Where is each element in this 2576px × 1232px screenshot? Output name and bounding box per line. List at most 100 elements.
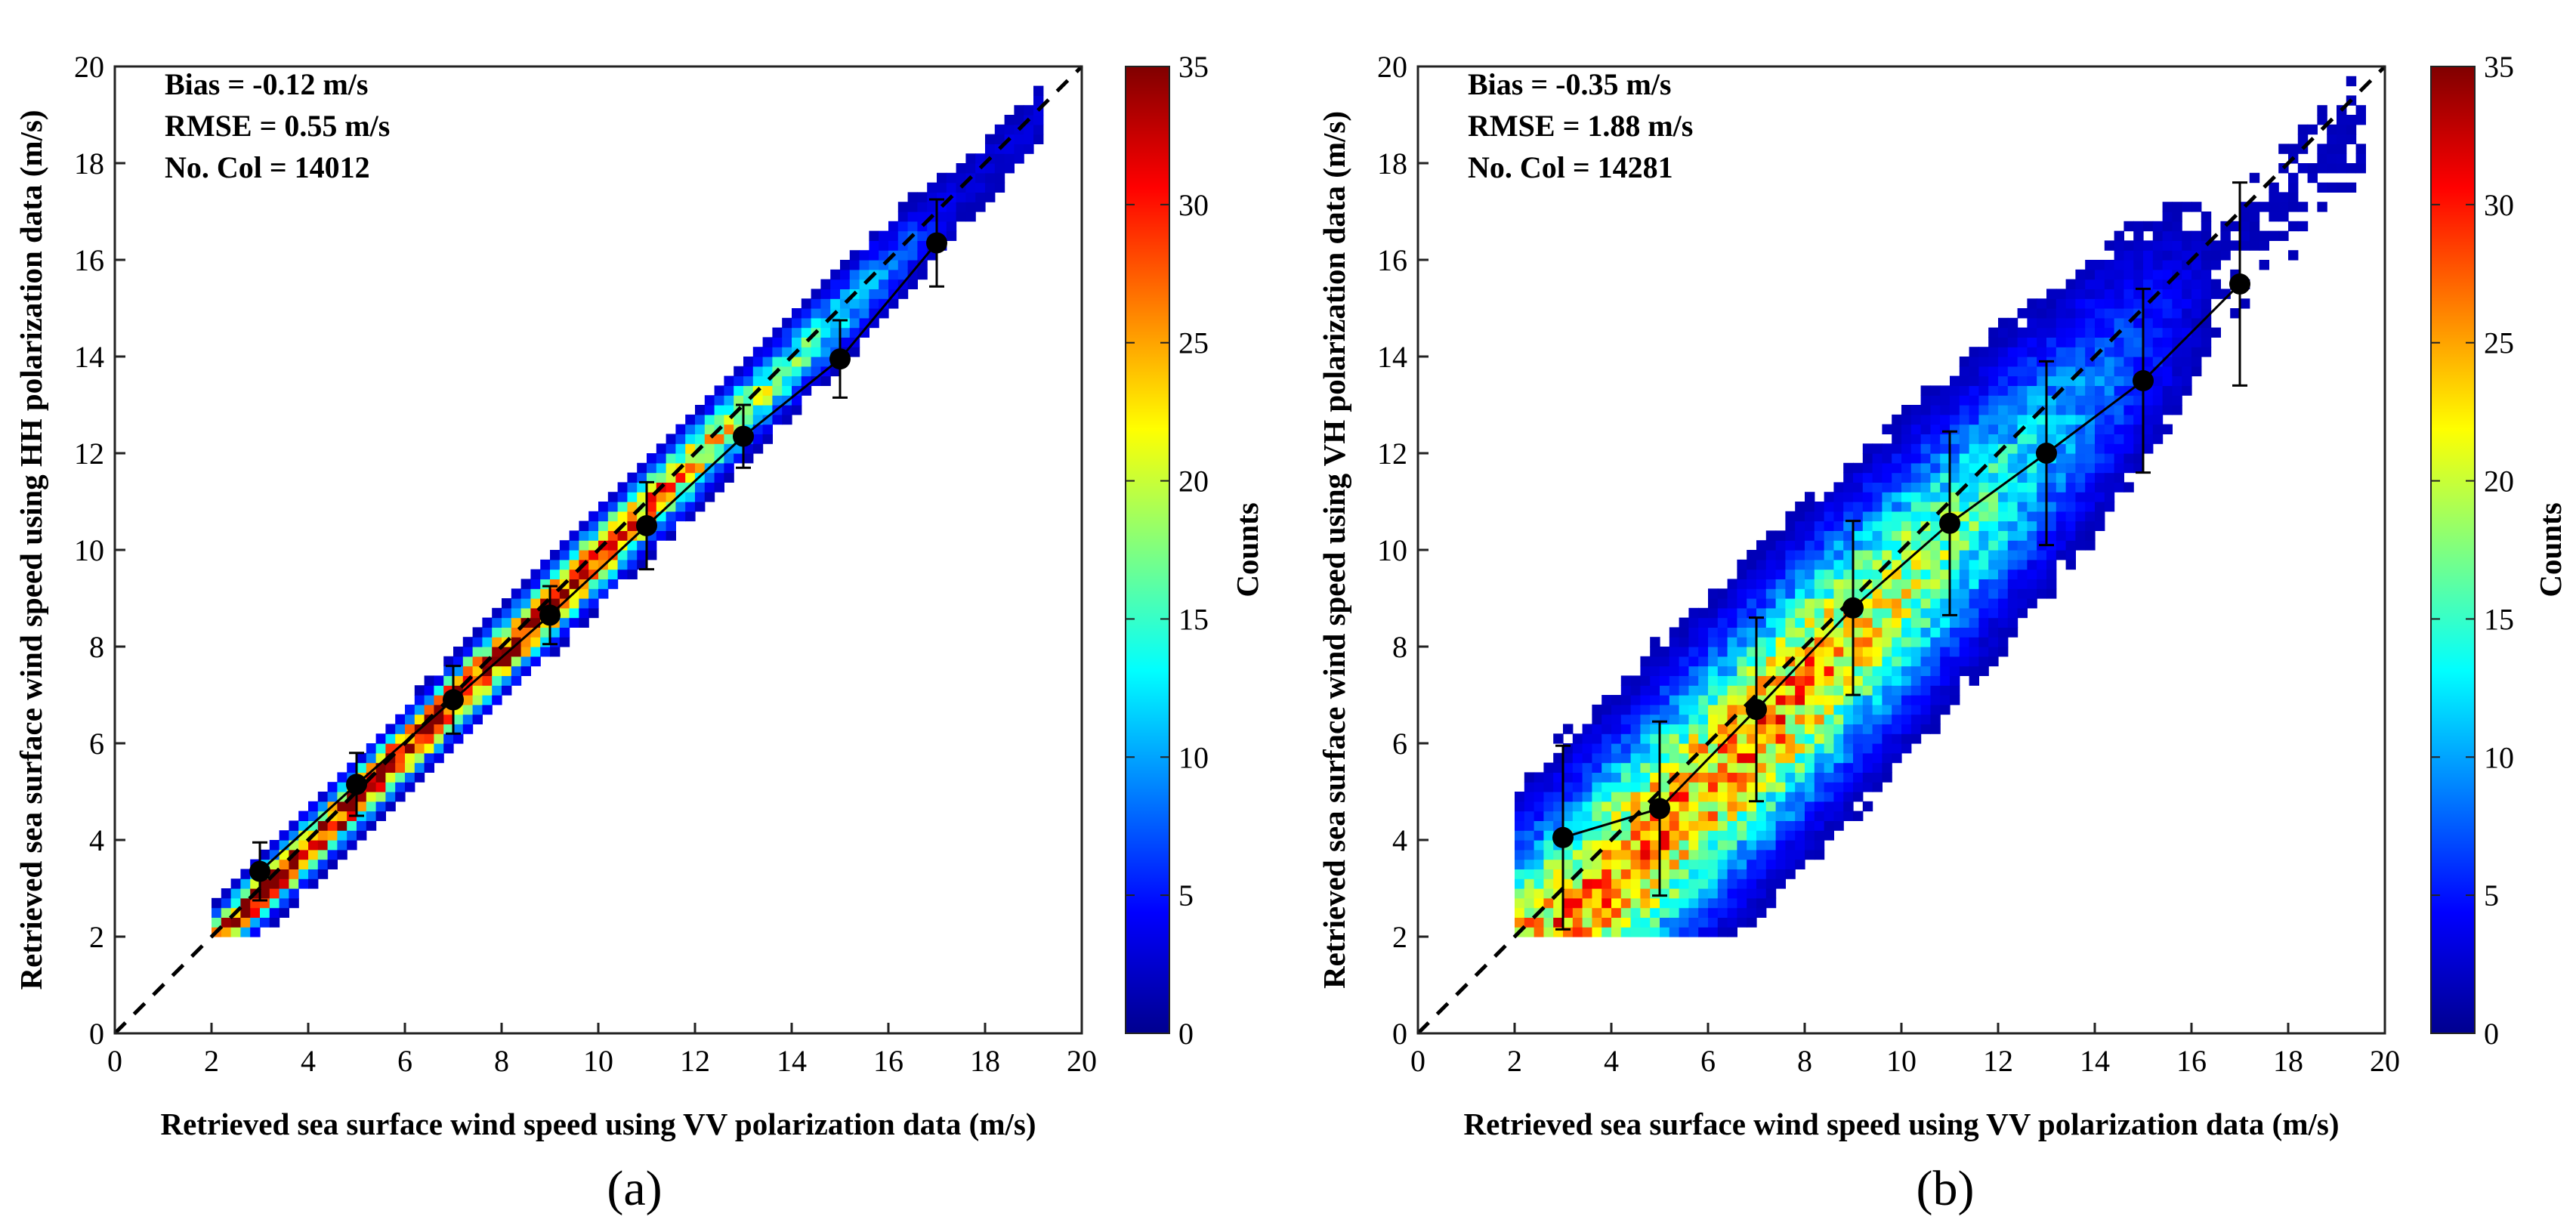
- density-cell: [1940, 472, 1951, 483]
- density-cell: [2124, 462, 2134, 474]
- density-cell: [1950, 559, 1960, 570]
- density-cell: [2095, 298, 2105, 309]
- mean-point: [1746, 699, 1767, 721]
- density-cell: [1978, 405, 1989, 415]
- density-cell: [1805, 607, 1815, 619]
- density-cell: [849, 269, 860, 280]
- density-cell: [492, 627, 502, 638]
- x-tick-label: 0: [107, 1044, 122, 1078]
- density-cell: [511, 588, 522, 599]
- density-cell: [1553, 792, 1564, 802]
- density-cell: [1910, 724, 1922, 734]
- density-cell: [849, 327, 860, 338]
- density-cell: [1959, 617, 1970, 628]
- density-cell: [1688, 859, 1699, 869]
- density-cell: [2095, 502, 2105, 512]
- density-cell: [1853, 647, 1864, 657]
- density-cell: [975, 182, 986, 193]
- density-cell: [1853, 462, 1864, 474]
- density-cell: [752, 405, 764, 415]
- density-cell: [1582, 772, 1592, 783]
- density-cell: [2037, 327, 2047, 338]
- density-cell: [1969, 395, 1979, 406]
- density-cell: [2143, 337, 2154, 347]
- density-cell: [1843, 462, 1854, 474]
- density-cell: [1805, 530, 1815, 541]
- density-cell: [1998, 540, 2009, 551]
- density-cell: [830, 269, 841, 280]
- density-cell: [1950, 434, 1960, 444]
- density-cell: [2240, 230, 2250, 241]
- density-cell: [2172, 317, 2182, 329]
- density-cell: [1892, 424, 1902, 434]
- density-cell: [1708, 782, 1719, 792]
- density-cell: [1824, 588, 1834, 599]
- density-cell: [1620, 927, 1632, 937]
- density-cell: [1650, 685, 1660, 696]
- density-cell: [1775, 752, 1786, 764]
- density-cell: [1814, 811, 1825, 821]
- density-cell: [685, 443, 696, 454]
- density-cell: [1717, 665, 1728, 676]
- density-cell: [472, 665, 483, 676]
- density-cell: [1727, 617, 1737, 628]
- density-cell: [588, 588, 599, 599]
- density-cell: [1592, 782, 1602, 792]
- density-cell: [2162, 221, 2173, 232]
- x-tick-label: 8: [1797, 1044, 1812, 1078]
- density-cell: [2201, 317, 2212, 329]
- density-cell: [1862, 724, 1873, 734]
- density-cell: [2037, 550, 2047, 560]
- density-cell: [1969, 550, 1979, 560]
- density-cell: [975, 172, 986, 184]
- density-cell: [695, 424, 706, 434]
- density-cell: [1950, 405, 1960, 415]
- density-cell: [1950, 395, 1960, 406]
- density-cell: [1940, 656, 1951, 667]
- density-cell: [414, 733, 425, 744]
- density-cell: [588, 607, 599, 619]
- density-cell: [637, 482, 647, 492]
- density-cell: [1882, 665, 1892, 676]
- density-cell: [1515, 830, 1525, 841]
- density-cell: [569, 530, 579, 541]
- density-cell: [1620, 782, 1632, 792]
- density-cell: [1747, 647, 1757, 657]
- density-cell: [1775, 792, 1786, 802]
- density-cell: [1795, 530, 1805, 541]
- colorbar-tick-label: 30: [1178, 188, 1209, 222]
- density-cell: [1602, 762, 1612, 773]
- density-cell: [1698, 820, 1709, 831]
- density-cell: [2056, 520, 2067, 531]
- density-cell: [414, 685, 425, 696]
- density-cell: [1717, 617, 1728, 628]
- density-cell: [927, 182, 937, 193]
- density-cell: [1814, 840, 1825, 851]
- density-cell: [1998, 617, 2009, 628]
- density-cell: [2095, 511, 2105, 522]
- density-cell: [1669, 665, 1680, 676]
- density-cell: [2288, 144, 2299, 154]
- density-cell: [2133, 250, 2144, 261]
- density-cell: [1805, 733, 1815, 744]
- density-cell: [279, 869, 289, 879]
- density-cell: [221, 927, 232, 937]
- density-cell: [1862, 472, 1873, 483]
- density-cell: [1679, 627, 1689, 638]
- density-cell: [1765, 665, 1777, 676]
- density-cell: [1824, 724, 1834, 734]
- density-cell: [2007, 443, 2018, 454]
- density-cell: [1669, 840, 1680, 851]
- density-cell: [1940, 559, 1951, 570]
- density-cell: [1775, 840, 1786, 851]
- density-cell: [1920, 511, 1931, 522]
- stat-rmse-b: RMSE = 1.88 m/s: [1468, 109, 1693, 143]
- density-cell: [1882, 607, 1892, 619]
- density-cell: [2152, 230, 2164, 241]
- density-cell: [317, 830, 329, 841]
- density-cell: [1969, 665, 1979, 676]
- density-cell: [443, 743, 454, 754]
- density-cell: [1582, 869, 1592, 879]
- density-cell: [2027, 502, 2037, 512]
- density-cell: [907, 250, 918, 261]
